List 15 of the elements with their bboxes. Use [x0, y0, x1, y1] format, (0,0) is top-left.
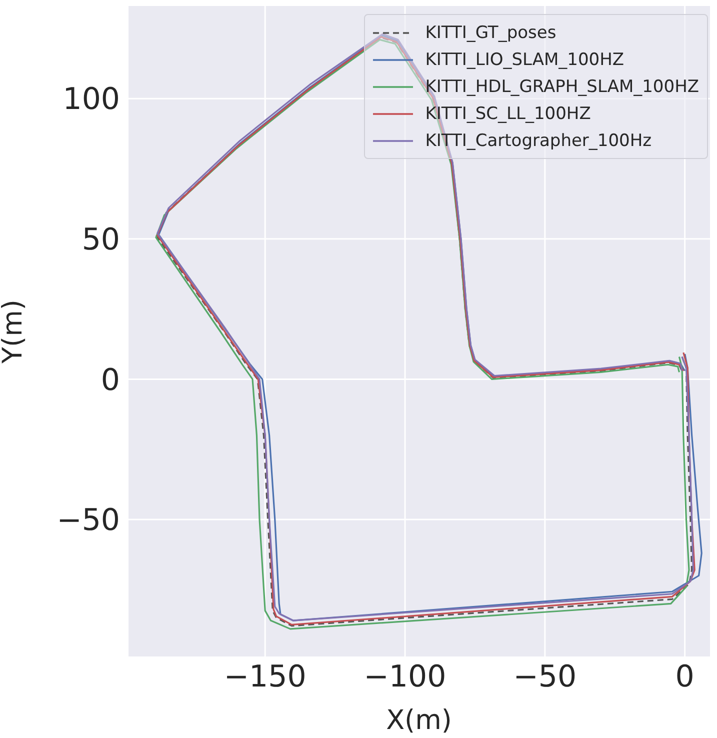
legend-label: KITTI_HDL_GRAPH_SLAM_100HZ — [425, 76, 699, 96]
y-tick-label: 50 — [82, 222, 120, 258]
x-tick-label: −100 — [364, 659, 446, 694]
x-tick-label: −150 — [224, 659, 306, 694]
x-tick-label: 0 — [675, 659, 694, 694]
y-tick-label: 100 — [62, 82, 120, 118]
legend-label: KITTI_GT_poses — [425, 22, 556, 42]
legend-label: KITTI_SC_LL_100HZ — [425, 104, 591, 124]
x-tick-label: −50 — [513, 659, 577, 694]
y-tick-label: 0 — [100, 362, 120, 398]
legend-label: KITTI_Cartographer_100Hz — [425, 130, 652, 150]
legend-label: KITTI_LIO_SLAM_100HZ — [425, 50, 624, 70]
y-tick-label: −50 — [56, 503, 120, 538]
y-axis-title: Y(m) — [0, 300, 29, 364]
x-axis-title: X(m) — [386, 705, 452, 736]
